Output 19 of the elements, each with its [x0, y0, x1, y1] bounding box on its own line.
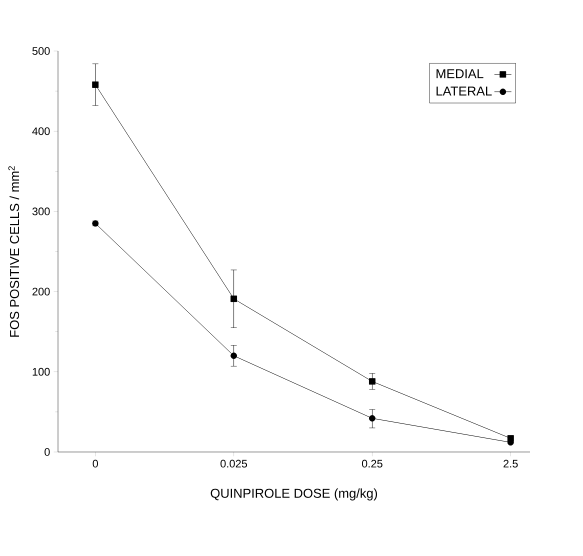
- y-tick-label: 300: [32, 208, 50, 216]
- x-tick-label: 0: [92, 460, 98, 468]
- x-tick-label: 2.5: [504, 460, 518, 468]
- x-tick-label: 0.25: [362, 460, 382, 468]
- point: [368, 378, 376, 385]
- x-tick-label: 0.025: [220, 460, 248, 468]
- legend-label: LATERAL: [436, 86, 492, 96]
- y-axis-title: FOS POSITIVE CELLS / mm$^{2}$: [8, 166, 20, 337]
- point: [230, 296, 238, 302]
- y-tick-label: 200: [32, 288, 50, 296]
- point: [92, 81, 99, 88]
- y-tick-label: 400: [32, 127, 50, 136]
- y-tick-label: 100: [32, 368, 50, 376]
- y-tick-label: 0: [44, 448, 50, 456]
- point: [230, 352, 238, 359]
- point: [368, 415, 376, 422]
- x-axis-title: QUINPIROLE DOSE (mg/kg): [210, 488, 378, 500]
- legend-label: MEDIAL: [436, 69, 484, 78]
- y-tick-label: 500: [32, 47, 50, 55]
